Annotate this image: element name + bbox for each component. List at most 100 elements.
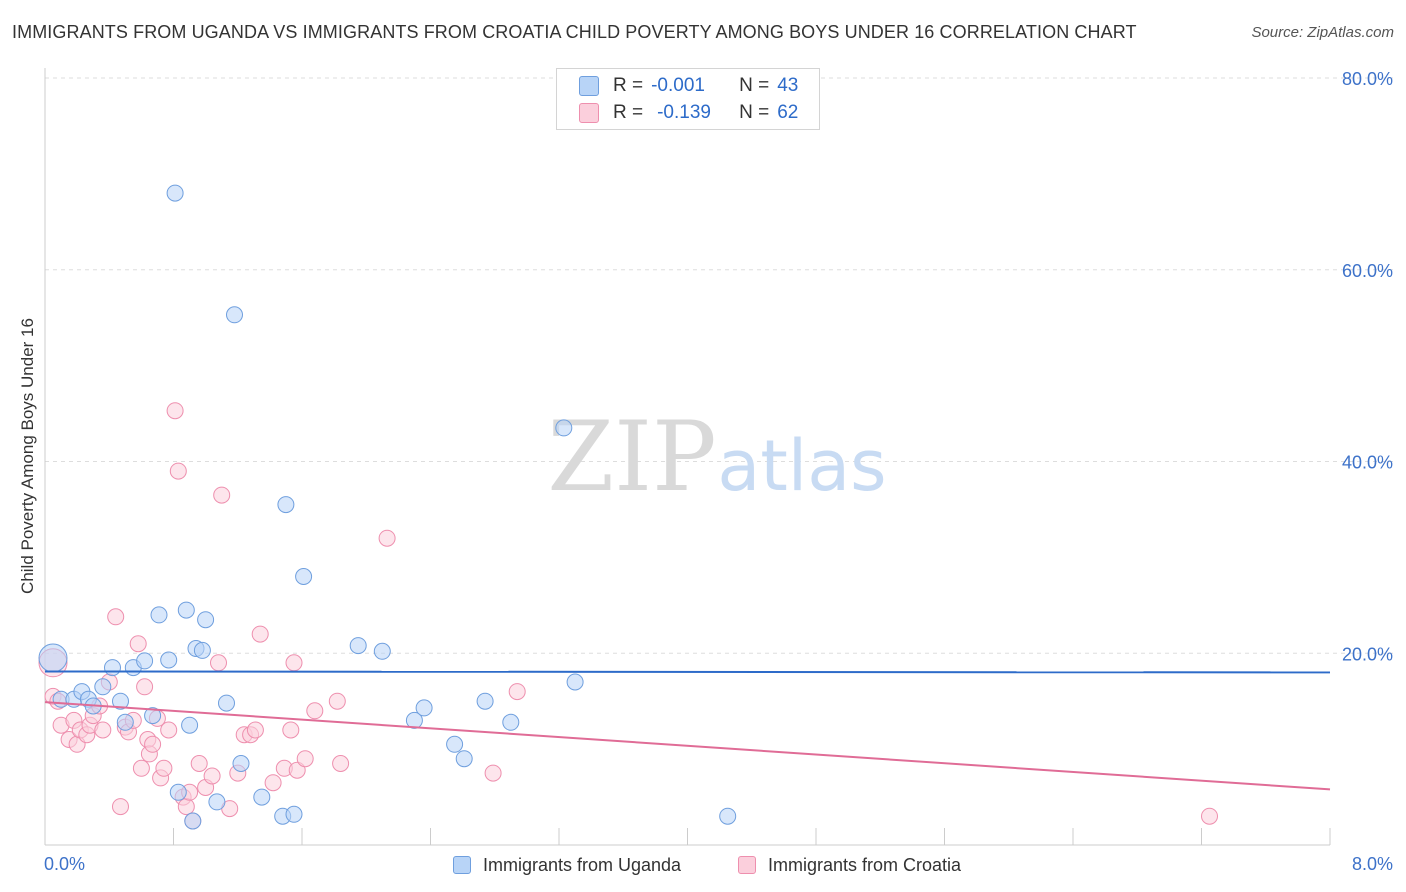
croatia-point [94, 721, 112, 739]
uganda-point [405, 711, 423, 729]
uganda-point [277, 496, 295, 514]
uganda-point [253, 788, 271, 806]
croatia-point [285, 654, 303, 672]
stats-row-croatia: R = -0.139 N = 62 [557, 100, 798, 126]
legend-label-croatia: Immigrants from Croatia [768, 854, 962, 875]
uganda-point [94, 678, 112, 696]
stats-row-uganda: R = -0.001 N = 43 [557, 73, 798, 99]
trendlines [44, 670, 1331, 791]
croatia-legend-swatch [738, 856, 756, 874]
croatia-point [1201, 807, 1218, 825]
uganda-point [415, 699, 433, 717]
uganda-point [719, 807, 737, 825]
r-value-croatia: -0.139 [657, 102, 711, 123]
uganda-point [555, 419, 573, 437]
croatia-point [264, 774, 282, 792]
uganda-point [232, 755, 250, 772]
croatia-point [306, 702, 324, 720]
uganda-point [295, 568, 313, 585]
uganda-point [197, 611, 215, 629]
uganda-point [455, 750, 473, 768]
croatia-point [129, 635, 147, 653]
legend-label-uganda: Immigrants from Uganda [483, 854, 682, 875]
bottom-legend: Immigrants from Uganda Immigrants from C… [0, 852, 1406, 878]
x-tick-label-min: 0.0% [44, 854, 85, 874]
croatia-point [246, 721, 264, 739]
croatia-point [210, 654, 227, 672]
uganda-point [166, 184, 184, 202]
legend-item-croatia[interactable]: Immigrants from Croatia [738, 852, 961, 878]
croatia-point [213, 486, 231, 504]
croatia-point [169, 462, 187, 480]
uganda-point [144, 707, 162, 725]
source-label: Source: ZipAtlas.com [1251, 24, 1394, 41]
legend-item-uganda[interactable]: Immigrants from Uganda [453, 852, 681, 878]
uganda-point [285, 805, 303, 823]
croatia-swatch [579, 103, 599, 123]
uganda-point [446, 735, 464, 753]
croatia-point [144, 735, 162, 753]
y-tick-labels: 20.0% 40.0% 60.0% 80.0% [1342, 69, 1393, 664]
n-value-uganda: 43 [777, 75, 799, 96]
croatia-point [378, 529, 396, 547]
x-tick-label-max: 8.0% [1352, 854, 1393, 874]
croatia-point [136, 678, 154, 696]
watermark: ZIP atlas [547, 401, 886, 513]
uganda-legend-swatch [453, 856, 471, 874]
r-value-uganda: -0.001 [651, 75, 705, 96]
r-label: R = [613, 75, 644, 96]
uganda-point [181, 716, 199, 734]
uganda-point [208, 793, 226, 811]
croatia-point [160, 721, 178, 739]
uganda-point [476, 692, 494, 710]
n-value-croatia: 62 [777, 102, 799, 123]
chart-title: IMMIGRANTS FROM UGANDA VS IMMIGRANTS FRO… [12, 22, 1137, 42]
uganda-point [218, 694, 235, 712]
uganda-point [169, 783, 187, 801]
croatia-point [155, 759, 173, 777]
croatia-point [296, 750, 314, 768]
croatia-point [132, 759, 150, 777]
trendline-uganda [44, 670, 1331, 674]
croatia-point [332, 755, 350, 772]
uganda-point [160, 651, 178, 669]
uganda-point [193, 641, 211, 659]
y-tick-label: 40.0% [1342, 453, 1393, 473]
axes [44, 68, 1331, 846]
uganda-point [177, 601, 195, 619]
uganda-point [349, 637, 367, 655]
croatia-point [508, 683, 526, 701]
croatia-point [177, 798, 195, 816]
croatia-point [166, 402, 184, 420]
uganda-point [373, 642, 391, 660]
croatia-point [112, 798, 129, 816]
croatia-point [484, 764, 502, 782]
watermark-zip: ZIP [547, 401, 716, 513]
trendline-croatia [44, 701, 1331, 791]
uganda-point [112, 692, 129, 710]
uganda-point [566, 673, 584, 691]
croatia-point [282, 721, 300, 739]
uganda-point [116, 713, 134, 731]
uganda-point [136, 652, 154, 670]
croatia-point [251, 625, 269, 643]
r-label: R = [613, 102, 644, 123]
uganda-point [104, 659, 121, 677]
y-tick-label: 60.0% [1342, 261, 1393, 281]
uganda-point [502, 713, 520, 731]
series-uganda-points [38, 184, 737, 830]
uganda-swatch [579, 76, 599, 96]
n-label: N = [739, 102, 770, 123]
croatia-point [107, 608, 125, 626]
croatia-point [190, 755, 208, 772]
gridlines [45, 77, 1395, 654]
uganda-point [150, 606, 168, 624]
n-label: N = [739, 75, 770, 96]
stats-legend-box: R = -0.001 N = 43 R = -0.139 N = 62 [556, 68, 820, 130]
croatia-point [203, 767, 221, 785]
y-axis-label: Child Poverty Among Boys Under 16 [18, 318, 37, 594]
uganda-point [226, 306, 243, 324]
y-tick-label: 20.0% [1342, 644, 1393, 664]
y-tick-label: 80.0% [1342, 69, 1393, 89]
